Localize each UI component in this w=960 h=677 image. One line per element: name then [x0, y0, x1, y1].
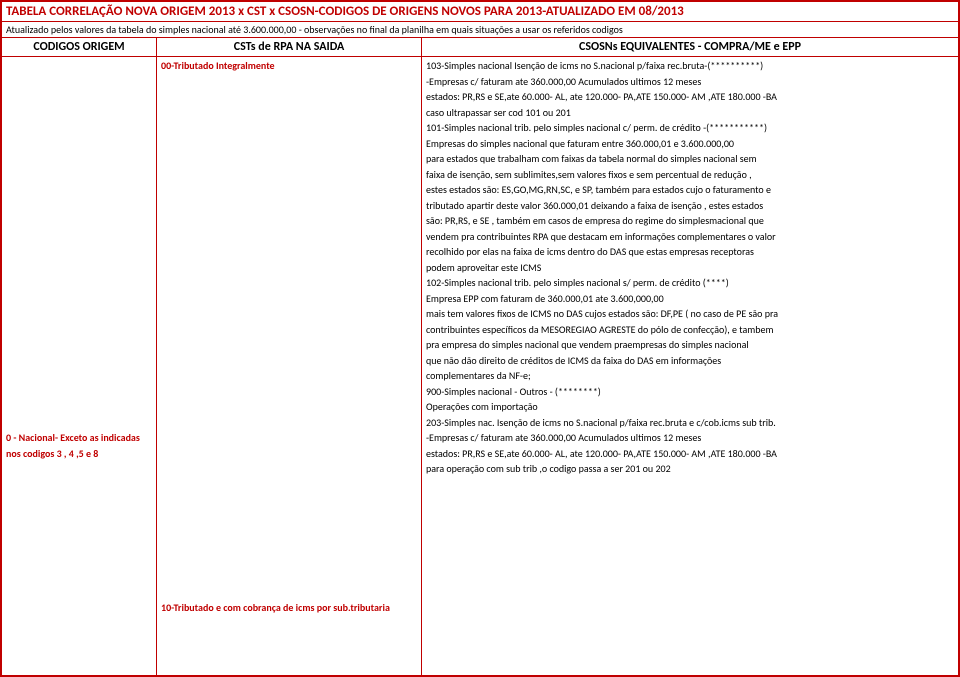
origem-line-2: nos codigos 3 , 4 ,5 e 8 [6, 446, 152, 462]
cst-10: 10-Tributado e com cobrança de icms por … [161, 600, 417, 616]
table-body-row: 0 - Nacional- Exceto as indicadas nos co… [2, 57, 958, 677]
csosn-line: estados: PR,RS e SE,ate 60.000- AL, ate … [426, 89, 954, 105]
csosn-line: -Empresas c/ faturam ate 360.000,00 Acum… [426, 74, 954, 90]
csosn-line: tributado apartir deste valor 360.000,01… [426, 198, 954, 214]
csosn-line: vendem pra contribuintes RPA que destaca… [426, 229, 954, 245]
table-container: TABELA CORRELAÇÃO NOVA ORIGEM 2013 x CST… [0, 0, 960, 677]
csosn-line: mais tem valores fixos de ICMS no DAS cu… [426, 306, 954, 322]
csosn-line: caso ultrapassar ser cod 101 ou 201 [426, 105, 954, 121]
csosn-line: complementares da NF-e; [426, 368, 954, 384]
csosn-line: 101-Simples nacional trib. pelo simples … [426, 120, 954, 136]
csosn-line: -Empresas c/ faturam ate 360.000,00 Acum… [426, 430, 954, 446]
csosn-line: Empresa EPP com faturam de 360.000,01 at… [426, 291, 954, 307]
header-csosns: CSOSNs EQUIVALENTES - COMPRA/ME e EPP [422, 38, 958, 56]
csosn-line: 203-Simples nac. Isenção de icms no S.na… [426, 415, 954, 431]
csosn-line: estes estados são: ES,GO,MG,RN,SC, e SP,… [426, 182, 954, 198]
csosn-line: 102-Simples nacional trib. pelo simples … [426, 275, 954, 291]
csosn-line: 103-Simples nacional Isenção de icms no … [426, 58, 954, 74]
csosn-line: Empresas do simples nacional que faturam… [426, 136, 954, 152]
csosn-line: faixa de isenção, sem sublimites,sem val… [426, 167, 954, 183]
col-codigos-origem: 0 - Nacional- Exceto as indicadas nos co… [2, 57, 157, 677]
table-header-row: CODIGOS ORIGEM CSTs de RPA NA SAIDA CSOS… [2, 38, 958, 57]
csosn-line: contribuintes específicos da MESOREGIAO … [426, 322, 954, 338]
col-csts: 00-Tributado Integralmente 10-Tributado … [157, 57, 422, 677]
origem-line-1: 0 - Nacional- Exceto as indicadas [6, 430, 152, 446]
spacer [161, 74, 417, 600]
csosn-line: para estados que trabalham com faixas da… [426, 151, 954, 167]
csosn-line: para operação com sub trib ,o codigo pas… [426, 461, 954, 477]
col-csosns: 103-Simples nacional Isenção de icms no … [422, 57, 958, 677]
csosn-line: Operações com importação [426, 399, 954, 415]
csosn-line: pra empresa do simples nacional que vend… [426, 337, 954, 353]
csosn-line: 900-Simples nacional - Outros - (*******… [426, 384, 954, 400]
header-codigos-origem: CODIGOS ORIGEM [2, 38, 157, 56]
csosn-line: estados: PR,RS e SE,ate 60.000- AL, ate … [426, 446, 954, 462]
header-csts: CSTs de RPA NA SAIDA [157, 38, 422, 56]
cst-00: 00-Tributado Integralmente [161, 58, 417, 74]
page-subtitle: Atualizado pelos valores da tabela do si… [2, 22, 958, 38]
csosn-line: podem aproveitar este ICMS [426, 260, 954, 276]
csosn-line: recolhido por elas na faixa de icms dent… [426, 244, 954, 260]
csosn-line: que não dão direito de créditos de ICMS … [426, 353, 954, 369]
spacer [6, 58, 152, 430]
csosn-line: são: PR,RS, e SE , também em casos de em… [426, 213, 954, 229]
page-title: TABELA CORRELAÇÃO NOVA ORIGEM 2013 x CST… [2, 2, 958, 22]
